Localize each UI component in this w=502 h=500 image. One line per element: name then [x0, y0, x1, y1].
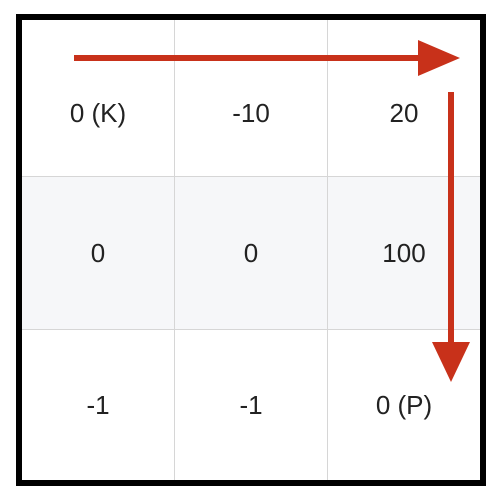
grid-cell-0-1: -10	[175, 20, 328, 177]
grid-frame: 0 (K) -10 20 0 0 100 -1 -1 0 (P)	[16, 14, 486, 486]
value-grid: 0 (K) -10 20 0 0 100 -1 -1 0 (P)	[22, 20, 480, 480]
grid-cell-1-1: 0	[175, 177, 328, 330]
grid-cell-1-2: 100	[328, 177, 480, 330]
grid-cell-2-1: -1	[175, 330, 328, 480]
grid-cell-0-0: 0 (K)	[22, 20, 175, 177]
grid-cell-0-2: 20	[328, 20, 480, 177]
grid-cell-2-0: -1	[22, 330, 175, 480]
grid-cell-1-0: 0	[22, 177, 175, 330]
grid-cell-2-2: 0 (P)	[328, 330, 480, 480]
